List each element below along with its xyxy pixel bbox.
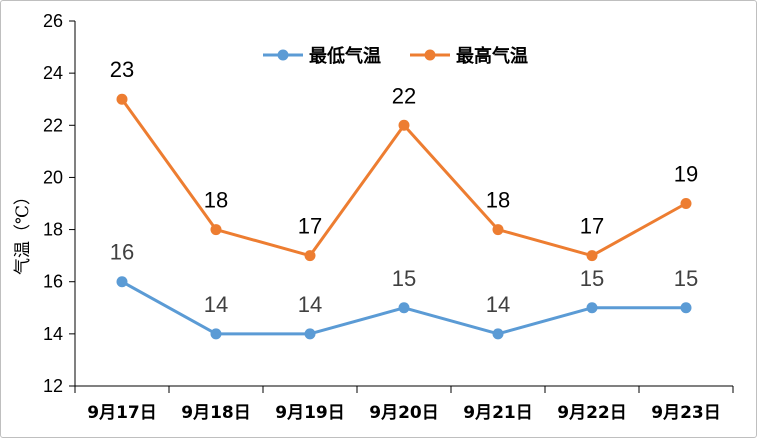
y-tick-label: 12	[43, 376, 63, 396]
data-label-low: 15	[580, 266, 604, 291]
x-tick-label: 9月19日	[275, 403, 345, 423]
data-point-low	[304, 328, 316, 340]
data-label-high: 18	[204, 188, 228, 213]
data-point-low	[586, 302, 598, 314]
y-tick-label: 18	[43, 220, 63, 240]
x-tick-label: 9月22日	[557, 403, 627, 423]
data-point-low	[210, 328, 222, 340]
y-tick-label: 16	[43, 272, 63, 292]
data-label-high: 18	[486, 188, 510, 213]
data-point-low	[398, 302, 410, 314]
legend-marker-low	[277, 49, 289, 61]
y-tick-label: 22	[43, 115, 63, 135]
data-point-high	[304, 250, 316, 262]
data-label-high: 23	[110, 57, 134, 82]
data-label-high: 17	[298, 214, 322, 239]
data-label-high: 22	[392, 83, 416, 108]
x-tick-label: 9月20日	[369, 403, 439, 423]
data-label-low: 14	[486, 292, 510, 317]
data-point-high	[680, 198, 692, 209]
legend-label-high: 最高气温	[456, 45, 528, 67]
x-tick-label: 9月23日	[651, 403, 721, 423]
data-point-high	[398, 119, 410, 131]
y-tick-label: 24	[43, 63, 63, 83]
data-label-low: 16	[110, 240, 134, 265]
data-point-high	[116, 93, 128, 105]
data-label-high: 17	[580, 214, 604, 239]
data-point-low	[116, 276, 128, 288]
y-tick-label: 20	[43, 167, 63, 187]
data-label-low: 15	[674, 266, 698, 291]
data-point-low	[680, 302, 692, 314]
y-axis-title: 气温（℃）	[13, 188, 33, 275]
data-label-low: 15	[392, 266, 416, 291]
y-tick-label: 26	[43, 11, 63, 31]
data-point-low	[492, 328, 504, 340]
x-tick-label: 9月21日	[463, 403, 533, 423]
x-tick-label: 9月17日	[87, 403, 157, 423]
y-tick-label: 14	[43, 324, 63, 344]
legend-label-low: 最低气温	[309, 45, 381, 67]
x-tick-label: 9月18日	[181, 403, 251, 423]
data-label-low: 14	[298, 292, 322, 317]
legend-marker-high	[424, 49, 436, 61]
data-point-high	[586, 250, 598, 262]
data-label-high: 19	[674, 162, 698, 187]
data-point-high	[492, 224, 504, 236]
data-label-low: 14	[204, 292, 228, 317]
data-point-high	[210, 224, 222, 236]
